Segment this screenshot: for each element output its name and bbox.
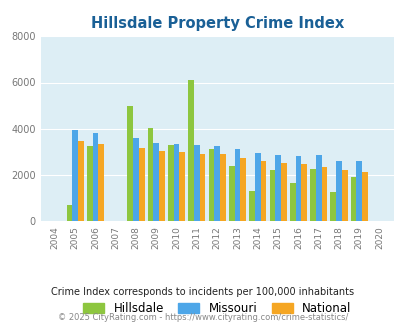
Bar xyxy=(199,154,205,221)
Bar xyxy=(315,155,321,221)
Bar xyxy=(228,166,234,221)
Bar xyxy=(188,80,194,221)
Bar xyxy=(289,183,295,221)
Bar xyxy=(220,154,225,221)
Bar xyxy=(309,169,315,221)
Bar xyxy=(234,149,240,221)
Bar xyxy=(92,133,98,221)
Bar xyxy=(208,149,214,221)
Bar xyxy=(133,138,139,221)
Bar xyxy=(249,191,254,221)
Bar xyxy=(341,170,347,221)
Bar xyxy=(87,146,92,221)
Text: Crime Index corresponds to incidents per 100,000 inhabitants: Crime Index corresponds to incidents per… xyxy=(51,287,354,297)
Bar xyxy=(78,141,83,221)
Bar xyxy=(321,167,326,221)
Bar xyxy=(240,158,245,221)
Title: Hillsdale Property Crime Index: Hillsdale Property Crime Index xyxy=(90,16,343,31)
Bar xyxy=(173,145,179,221)
Bar xyxy=(214,146,220,221)
Bar xyxy=(179,152,185,221)
Bar xyxy=(254,153,260,221)
Bar xyxy=(127,106,133,221)
Bar xyxy=(361,172,367,221)
Bar xyxy=(350,177,356,221)
Bar xyxy=(295,156,301,221)
Bar xyxy=(330,192,335,221)
Bar xyxy=(66,205,72,221)
Bar xyxy=(159,150,164,221)
Legend: Hillsdale, Missouri, National: Hillsdale, Missouri, National xyxy=(78,297,356,320)
Bar xyxy=(260,161,266,221)
Bar xyxy=(153,143,159,221)
Bar xyxy=(280,163,286,221)
Bar xyxy=(139,148,144,221)
Bar xyxy=(147,128,153,221)
Bar xyxy=(72,130,78,221)
Bar xyxy=(98,145,104,221)
Bar xyxy=(275,155,280,221)
Bar xyxy=(194,145,199,221)
Text: © 2025 CityRating.com - https://www.cityrating.com/crime-statistics/: © 2025 CityRating.com - https://www.city… xyxy=(58,313,347,322)
Bar xyxy=(356,161,361,221)
Bar xyxy=(168,145,173,221)
Bar xyxy=(301,164,306,221)
Bar xyxy=(335,161,341,221)
Bar xyxy=(269,170,275,221)
